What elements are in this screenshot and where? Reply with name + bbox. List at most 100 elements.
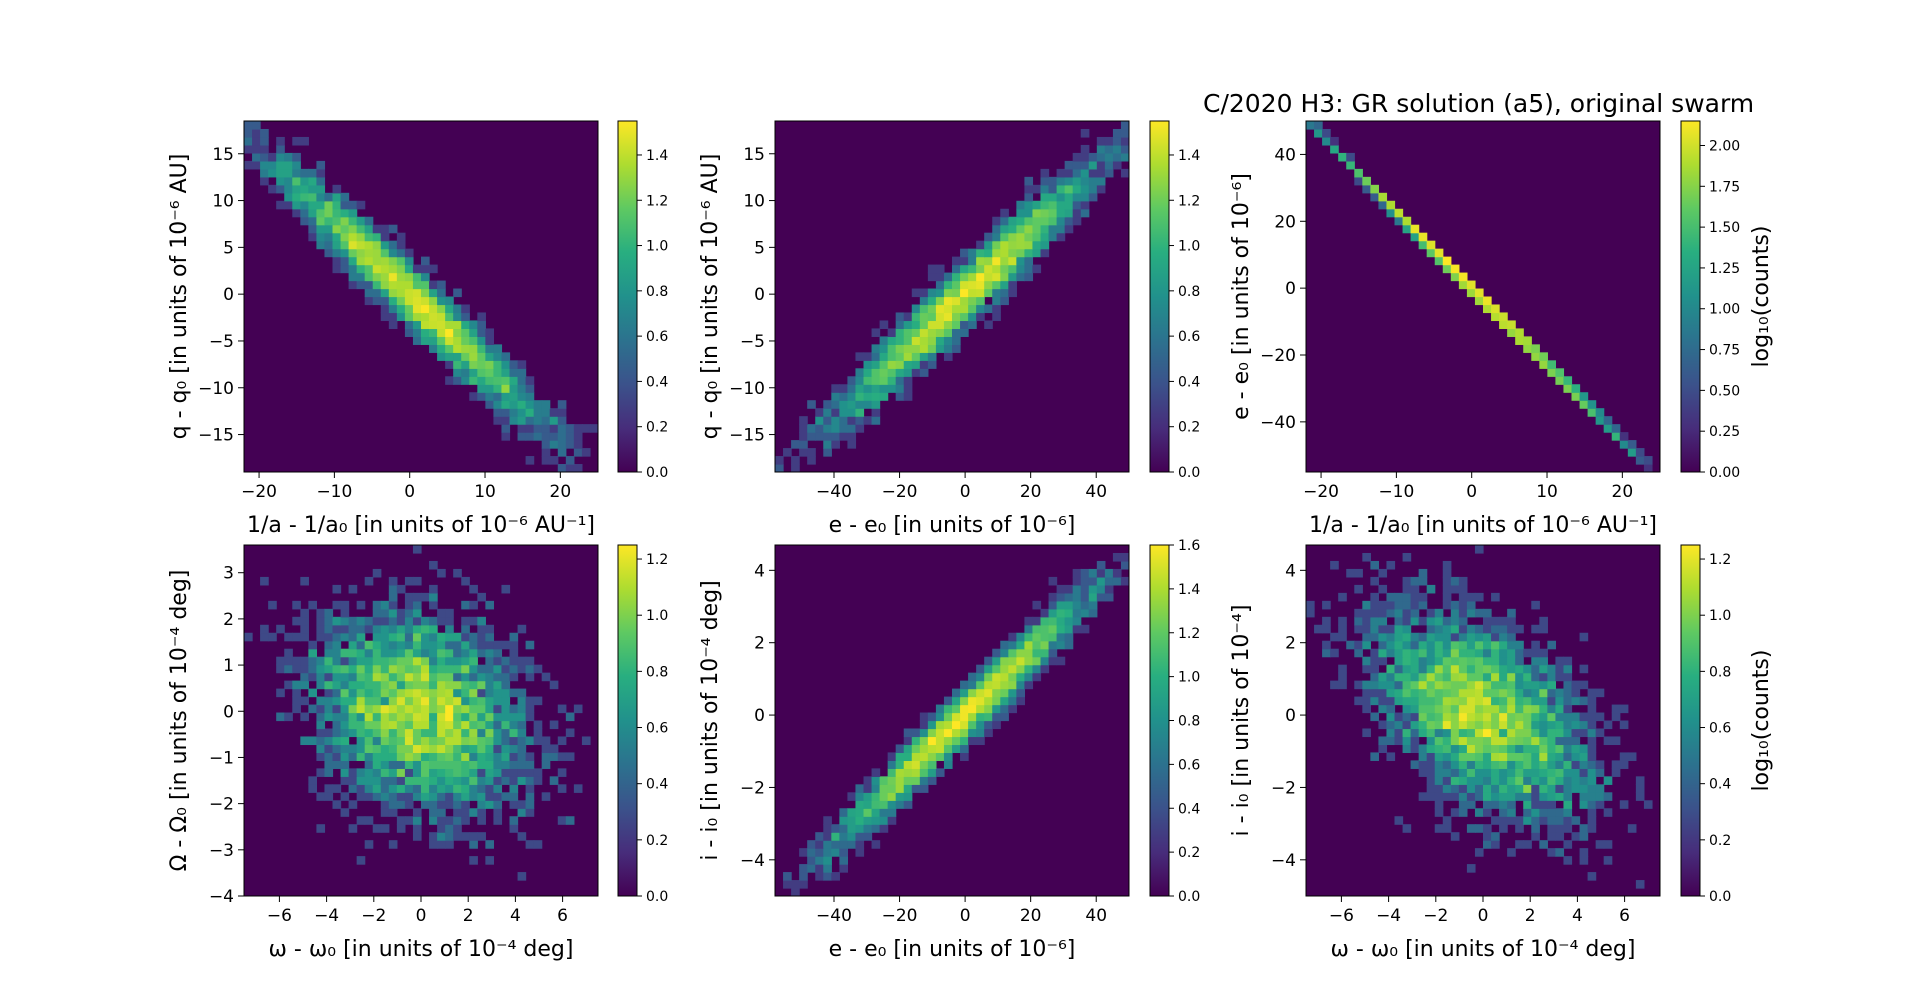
hexbin-cell (372, 688, 382, 698)
hexbin-cell (461, 832, 470, 841)
hexbin-cell (501, 656, 511, 666)
hexbin-cell (501, 400, 511, 409)
hexbin-cell (445, 664, 454, 674)
hexbin-cell (332, 624, 342, 634)
hexbin-cell (1442, 584, 1452, 594)
hexbin-cell (372, 256, 382, 266)
hexbin-cell (1547, 784, 1557, 793)
hexbin-cell (485, 352, 495, 361)
hexbin-cell (469, 320, 478, 330)
hexbin-cell (324, 224, 334, 234)
hexbin-cell (1507, 664, 1516, 674)
hexbin-cell (549, 720, 559, 730)
hexbin-cell (461, 792, 470, 801)
hexbin-cell (429, 784, 438, 793)
hexbin-cell (453, 376, 462, 385)
hexbin-cell (1418, 768, 1428, 777)
hexbin-cell (1466, 688, 1476, 698)
hexbin-cell (919, 744, 929, 754)
hexbin-cell (1491, 616, 1500, 626)
hexbin-cell (1483, 688, 1492, 698)
hexbin-cell (823, 864, 832, 873)
hexbin-cell (1587, 720, 1597, 730)
hexbin-cell (1466, 648, 1476, 658)
hexbin-cell (783, 880, 792, 889)
hexbin-cell (1394, 664, 1404, 674)
hexbin-cell (911, 304, 921, 314)
hexbin-cell (960, 328, 969, 337)
hexbin-cell (1306, 600, 1315, 610)
hexbin-cell (276, 160, 285, 170)
hexbin-cell (324, 672, 334, 682)
colorbar-tick-label: 0.8 (646, 664, 668, 680)
hexbin-cell (847, 384, 857, 393)
hexbin-cell (372, 736, 382, 746)
hexbin-cell (1466, 784, 1476, 793)
hexbin-cell (960, 704, 969, 714)
colorbar-tick-label: 1.6 (1178, 538, 1200, 554)
hexbin-cell (356, 856, 366, 865)
hexbin-cell (1571, 728, 1581, 738)
hexbin-cell (1024, 272, 1034, 282)
hexbin-cell (1547, 800, 1557, 809)
hexbin-cell (863, 808, 873, 817)
hexbin-cell (855, 816, 865, 825)
y-tick-label: −10 (729, 379, 765, 399)
hexbin-cell (477, 664, 486, 674)
hexbin-cell (1088, 568, 1098, 578)
hexbin-cell (1507, 752, 1516, 761)
hexbin-cell (404, 248, 414, 258)
hexbin-cell (1024, 656, 1034, 666)
hexbin-cell (501, 792, 511, 801)
hexbin-cell (1410, 696, 1420, 706)
hexbin-cell (1531, 784, 1540, 793)
hexbin-cell (799, 872, 808, 881)
x-tick-label: −6 (267, 906, 292, 926)
hexbin-cell (831, 408, 840, 417)
hexbin-cell (1603, 720, 1613, 730)
hexbin-cell (469, 736, 478, 746)
hexbin-cell (1072, 152, 1082, 162)
hexbin-cell (364, 248, 374, 258)
hexbin-cell (1048, 176, 1058, 186)
hexbin-cell (1008, 248, 1017, 258)
hexbin-cell (372, 704, 382, 714)
x-tick-label: 6 (557, 906, 568, 926)
hexbin-cell (1466, 680, 1476, 690)
hexbin-cell (807, 864, 816, 873)
hexbin-cell (445, 688, 454, 698)
hexbin-cell (1080, 168, 1090, 178)
hexbin-cell (919, 768, 929, 777)
hexbin-cell (1322, 136, 1331, 146)
hexbin-cell (1579, 392, 1589, 401)
hexbin-cell (935, 264, 945, 274)
hexbin-cell (1056, 632, 1066, 642)
hexbin-cell (1378, 736, 1388, 746)
hexbin-cell (445, 640, 454, 650)
hexbin-cell (388, 272, 398, 282)
y-tick-label: −4 (1271, 851, 1296, 871)
hexbin-cell (332, 216, 342, 226)
colorbar-tick-label: 0.0 (1178, 465, 1200, 481)
x-tick-label: −2 (1423, 906, 1448, 926)
hexbin-cell (445, 736, 454, 746)
hexbin-cell (412, 592, 422, 602)
hexbin-cell (501, 672, 511, 682)
hexbin-cell (1064, 200, 1074, 210)
hexbin-cell (855, 408, 865, 417)
hexbin-cell (429, 696, 438, 706)
hexbin-cell (887, 792, 897, 801)
hexbin-cell (412, 704, 422, 714)
hexbin-cell (324, 760, 334, 769)
hexbin-cell (919, 336, 929, 345)
hexbin-cell (573, 432, 583, 441)
x-axis-label: ω - ω₀ [in units of 10⁻⁴ deg] (269, 937, 574, 962)
hexbin-cell (960, 288, 969, 298)
hexbin-cell (485, 632, 495, 642)
hexbin-cell (380, 792, 390, 801)
hexbin-cell (1442, 264, 1452, 274)
hexbin-cell (1531, 728, 1540, 738)
hexbin-cell (493, 808, 503, 817)
hexbin-cell (396, 248, 406, 258)
hexbin-cell (541, 744, 551, 754)
